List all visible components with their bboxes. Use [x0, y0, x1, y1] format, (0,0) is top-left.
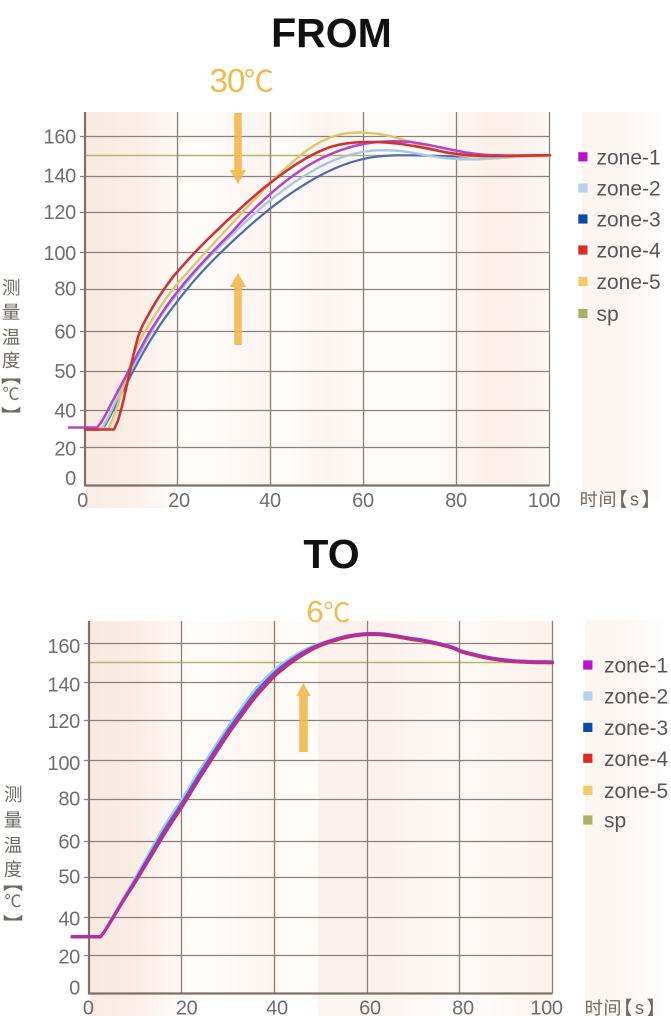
- svg-text:FROM: FROM: [271, 10, 392, 56]
- svg-text:s: s: [635, 998, 644, 1016]
- svg-text:100: 100: [528, 490, 561, 512]
- svg-text:zone-5: zone-5: [597, 271, 661, 294]
- svg-text:0: 0: [69, 978, 80, 1000]
- svg-text:120: 120: [44, 202, 77, 224]
- svg-text:80: 80: [452, 998, 474, 1016]
- svg-text:160: 160: [48, 636, 81, 658]
- svg-text:60: 60: [359, 998, 381, 1016]
- svg-text:0: 0: [77, 490, 88, 512]
- svg-text:140: 140: [48, 675, 81, 697]
- svg-text:zone-2: zone-2: [597, 178, 661, 201]
- svg-text:20: 20: [54, 439, 76, 461]
- svg-text:sp: sp: [597, 303, 619, 326]
- svg-text:160: 160: [44, 127, 77, 149]
- svg-text:6: 6: [306, 594, 323, 629]
- svg-text:80: 80: [54, 279, 76, 301]
- svg-text:100: 100: [530, 998, 563, 1016]
- svg-text:zone-1: zone-1: [597, 146, 661, 169]
- svg-text:zone-3: zone-3: [597, 209, 661, 232]
- svg-text:50: 50: [58, 867, 80, 889]
- svg-text:60: 60: [58, 832, 80, 854]
- svg-text:40: 40: [58, 909, 80, 931]
- svg-text:120: 120: [48, 711, 81, 733]
- svg-text:0: 0: [65, 468, 76, 490]
- svg-text:40: 40: [259, 490, 281, 512]
- svg-text:30: 30: [210, 62, 245, 99]
- svg-text:20: 20: [58, 947, 80, 969]
- svg-text:80: 80: [58, 789, 80, 811]
- svg-text:zone-4: zone-4: [604, 748, 669, 771]
- svg-text:100: 100: [48, 753, 81, 775]
- svg-text:40: 40: [266, 998, 288, 1016]
- svg-text:sp: sp: [604, 810, 626, 833]
- svg-text:s: s: [630, 490, 639, 510]
- svg-text:50: 50: [54, 361, 76, 383]
- svg-text:20: 20: [168, 490, 190, 512]
- svg-text:zone-3: zone-3: [604, 717, 668, 740]
- svg-text:zone-1: zone-1: [604, 655, 668, 678]
- svg-text:zone-4: zone-4: [597, 240, 662, 263]
- svg-text:TO: TO: [303, 531, 359, 577]
- svg-text:0: 0: [83, 998, 94, 1016]
- svg-text:zone-2: zone-2: [604, 686, 668, 709]
- svg-text:20: 20: [176, 998, 198, 1016]
- svg-text:100: 100: [44, 243, 77, 265]
- svg-text:60: 60: [352, 490, 374, 512]
- svg-text:60: 60: [54, 322, 76, 344]
- svg-text:140: 140: [44, 166, 77, 188]
- svg-text:zone-5: zone-5: [604, 780, 668, 803]
- svg-text:40: 40: [54, 401, 76, 423]
- svg-text:80: 80: [445, 490, 467, 512]
